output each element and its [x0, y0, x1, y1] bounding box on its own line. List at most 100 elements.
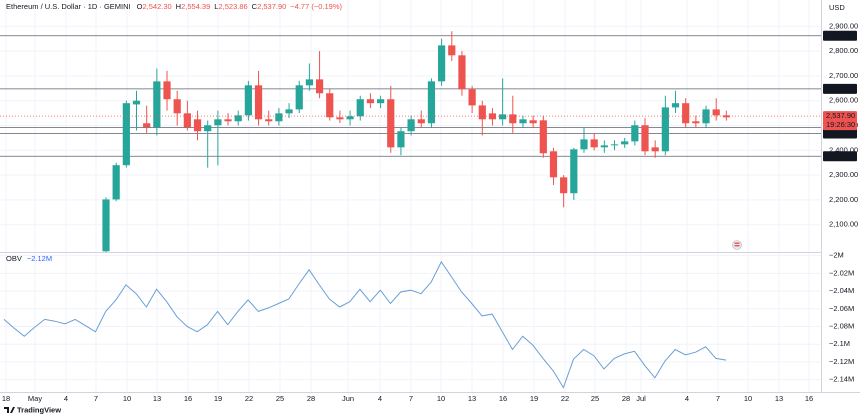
candle-body	[295, 85, 303, 110]
candle-body	[112, 165, 120, 200]
candle-body	[712, 109, 720, 116]
time-tick-label: 13	[153, 394, 161, 403]
time-tick-label: 7	[94, 394, 98, 403]
time-tick-label: 10	[437, 394, 445, 403]
indicator-legend: OBV −2.12M	[6, 254, 52, 263]
level-label: 2,376.10	[826, 151, 855, 160]
candle-body	[651, 147, 659, 152]
candle-body	[254, 85, 263, 120]
indicator-name: OBV	[6, 254, 22, 263]
symbol-title: Ethereum / U.S. Dollar · 1D · GEMINI	[6, 2, 131, 11]
candle-body	[305, 79, 313, 86]
level-box	[823, 151, 857, 162]
candle-body	[387, 99, 395, 148]
time-tick-label: 22	[245, 394, 253, 403]
y-tick-label: −2.12M	[829, 357, 854, 366]
candle-body	[214, 119, 222, 126]
candle-body	[153, 81, 161, 128]
candle-body	[448, 45, 456, 56]
candle-body	[336, 117, 344, 120]
time-tick-label: 4	[378, 394, 382, 403]
time-tick-label: 19	[214, 394, 222, 403]
candle-body	[641, 125, 649, 152]
time-tick-label: 28	[622, 394, 630, 403]
candle-body	[468, 89, 476, 106]
time-tick-label: 16	[805, 394, 813, 403]
time-tick-label: 13	[468, 394, 476, 403]
time-tick-label: 16	[499, 394, 507, 403]
candle-body	[570, 149, 578, 194]
candle-body	[315, 79, 324, 94]
axis: 18 May 4 7 10 13 16 19 22 25 28 Jun 4 7 10 13 16 19 22 25 28…	[2, 21, 858, 403]
y-tick-label: 2,300.00	[829, 170, 858, 179]
candle-body	[631, 125, 639, 142]
candle-body	[265, 119, 273, 122]
time-tick-label: 10	[744, 394, 752, 403]
header: Ethereum / U.S. Dollar · 1D · GEMINI O2,5…	[6, 2, 343, 11]
candle-body	[621, 141, 629, 145]
time-tick-label: 7	[409, 394, 413, 403]
y-tick-label: −2.02M	[829, 268, 854, 277]
candle-body	[580, 139, 588, 150]
candle-body	[671, 103, 680, 108]
y-tick-label: 2,200.00	[829, 195, 858, 204]
candle-body	[499, 114, 507, 120]
y-tick-label: 2,800.00	[829, 46, 858, 55]
candle-body	[234, 115, 242, 122]
time-tick-label: 7	[716, 394, 720, 403]
candle-body	[376, 99, 385, 104]
time-tick-label: 16	[184, 394, 192, 403]
candle-body	[275, 113, 283, 122]
time-tick-label: 22	[561, 394, 569, 403]
y-tick-label: −2.06M	[829, 304, 854, 313]
quote-key: L	[214, 2, 218, 11]
time-tick-label: 19	[530, 394, 538, 403]
time-tick-label: 28	[307, 394, 315, 403]
candle-body	[529, 120, 537, 124]
time-tick-label: Jul	[636, 394, 646, 403]
level-label: 2,861.88	[826, 31, 855, 40]
marks	[0, 31, 821, 389]
indicator-value: −2.12M	[27, 254, 52, 263]
quote-value: 2,542.30	[142, 2, 171, 11]
grid	[0, 0, 821, 392]
candle-body	[519, 119, 527, 124]
y-tick-label: 2,600.00	[829, 96, 858, 105]
quote-key: H	[176, 2, 181, 11]
last-price-label: 2,537.90	[826, 111, 855, 120]
candle-body	[438, 45, 446, 82]
y-tick-label: 2,700.00	[829, 71, 858, 80]
candle-body	[366, 99, 375, 104]
candle-body	[244, 85, 252, 116]
candle-body	[285, 109, 293, 114]
obv-line	[3, 260, 727, 389]
quote-value: 2,537.90	[257, 2, 286, 11]
time-tick-label: May	[28, 394, 42, 403]
candle-body	[193, 119, 202, 132]
candle-body	[560, 177, 568, 194]
candle-body	[346, 116, 354, 120]
candle-body	[407, 119, 415, 132]
candle-body	[356, 99, 364, 117]
candle-body	[692, 121, 700, 124]
candle-body	[143, 123, 151, 128]
candle-body	[702, 109, 710, 124]
branding: TradingView	[4, 405, 61, 414]
time-tick-label: 4	[685, 394, 689, 403]
candle-body	[682, 103, 690, 124]
event-flag	[732, 240, 742, 250]
candle-body	[610, 144, 619, 146]
candle-body	[600, 145, 608, 148]
y-tick-label: 2,400.00	[829, 145, 858, 154]
level-box	[823, 128, 857, 139]
currency: USD	[829, 3, 845, 12]
y-tick-label: 2,100.00	[829, 220, 858, 229]
candle-body	[132, 100, 141, 105]
time-tick-label: Jun	[342, 394, 354, 403]
time-tick-label: 25	[276, 394, 284, 403]
candle-body	[163, 81, 171, 100]
y-tick-label: −2M	[829, 251, 844, 260]
last-price-box	[823, 111, 857, 131]
candle-body	[539, 120, 547, 154]
